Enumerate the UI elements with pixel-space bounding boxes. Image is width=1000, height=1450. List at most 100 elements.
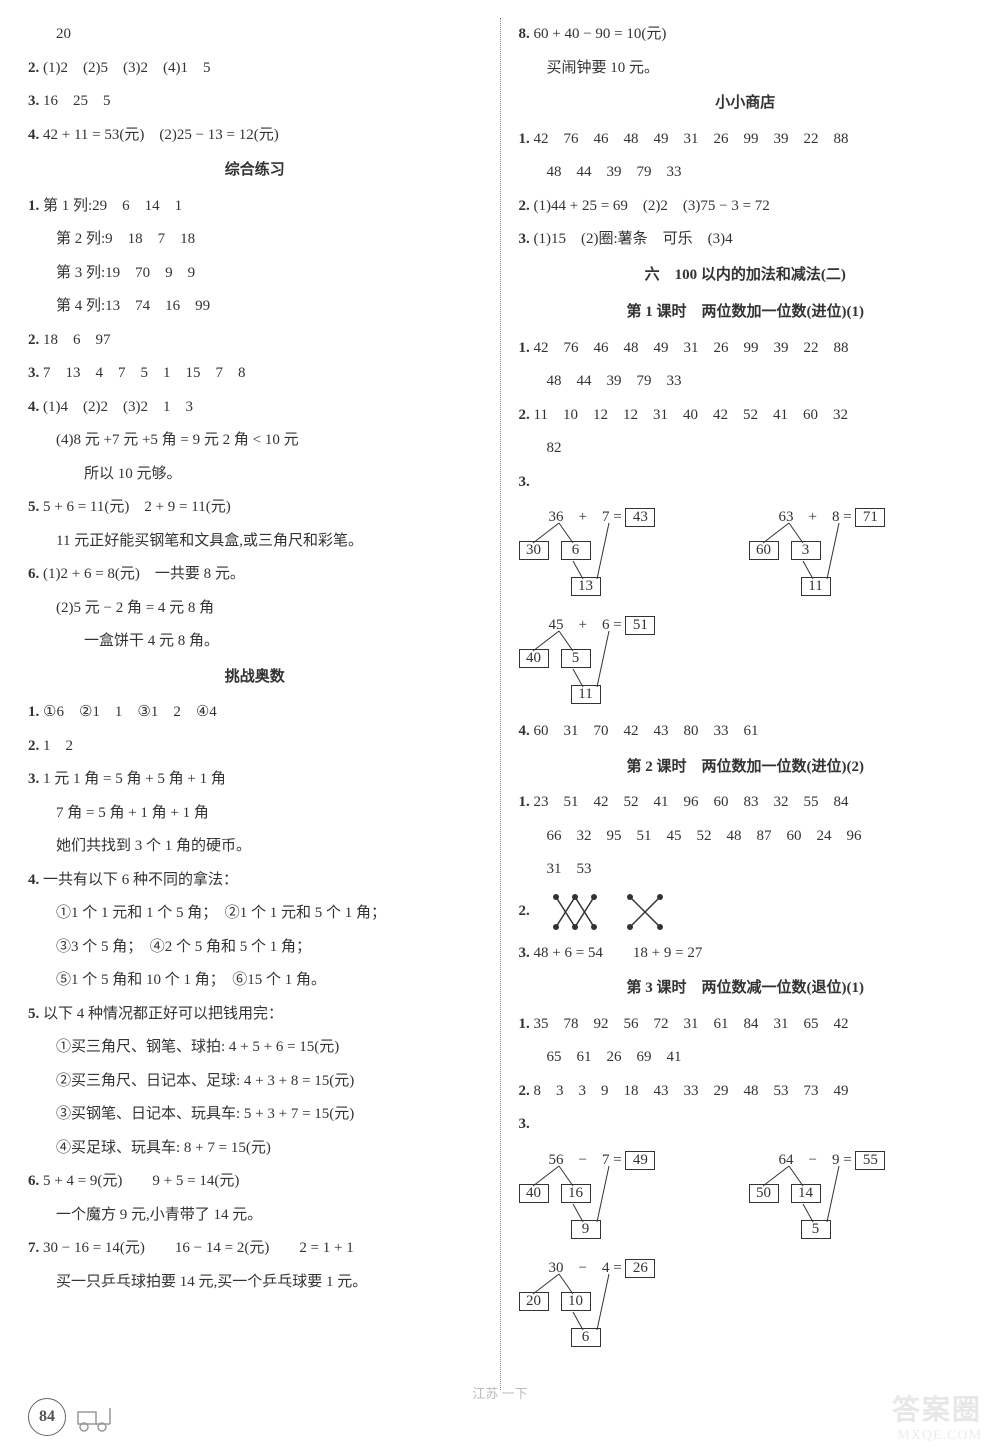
item-number: 3.: [519, 945, 530, 961]
item-text: 42 76 46 48 49 31 26 99 39 22 88: [530, 340, 849, 356]
text-line: 2. (1)44 + 25 = 69 (2)2 (3)75 − 3 = 72: [519, 190, 973, 224]
item-text: 48 + 6 = 54 18 + 9 = 27: [530, 945, 703, 961]
text-line: 1. 42 76 46 48 49 31 26 99 39 22 88: [519, 123, 973, 157]
text-line: ①买三角尺、钢笔、球拍: 4 + 5 + 6 = 15(元): [28, 1031, 482, 1065]
text-line: 2. 1 2: [28, 730, 482, 764]
item-text: 60 31 70 42 43 80 33 61: [530, 723, 759, 739]
text-line: 3.: [519, 1108, 973, 1142]
item-text: 一共有以下 6 种不同的拿法：: [39, 872, 238, 888]
text-line: 4. (1)4 (2)2 (3)2 1 3: [28, 391, 482, 425]
item-text: (1)44 + 25 = 69 (2)2 (3)75 − 3 = 72: [530, 198, 770, 214]
text-line: (4)8 元 +7 元 +5 角 = 9 元 2 角 < 10 元: [28, 424, 482, 458]
split-diagram: 56 − 7 = 4940169: [519, 1148, 689, 1248]
item-number: 2.: [519, 407, 530, 423]
bottom-faint-text: 江苏 一下: [0, 1383, 1000, 1402]
diagram-row: 45 + 6 = 5140511: [519, 607, 973, 715]
text-line: 6. (1)2 + 6 = 8(元) 一共要 8 元。: [28, 558, 482, 592]
text-line: 第 2 列:9 18 7 18: [28, 223, 482, 257]
section-heading: 第 1 课时 两位数加一位数(进位)(1): [519, 294, 973, 332]
item-text: (1)2 + 6 = 8(元) 一共要 8 元。: [39, 566, 245, 582]
cross-icon: [620, 891, 670, 933]
section-heading: 第 3 课时 两位数减一位数(退位)(1): [519, 970, 973, 1008]
text-line: 所以 10 元够。: [28, 458, 482, 492]
section-heading: 挑战奥数: [28, 659, 482, 697]
text-line: 1. ①6 ②1 1 ③1 2 ④4: [28, 696, 482, 730]
text-line: ③买钢笔、日记本、玩具车: 5 + 3 + 7 = 15(元): [28, 1098, 482, 1132]
text-line: ②买三角尺、日记本、足球: 4 + 3 + 8 = 15(元): [28, 1065, 482, 1099]
text-line: 11 元正好能买钢笔和文具盒,或三角尺和彩笔。: [28, 525, 482, 559]
item-number: 1.: [519, 131, 530, 147]
item-text: (1)4 (2)2 (3)2 1 3: [39, 399, 193, 415]
item-text: (1)15 (2)圈:薯条 可乐 (3)4: [530, 231, 733, 247]
text-line: 1. 23 51 42 52 41 96 60 83 32 55 84: [519, 786, 973, 820]
split-diagram: 63 + 8 = 7160311: [749, 505, 919, 605]
item-number: 5.: [28, 499, 39, 515]
item-text: 16 25 5: [39, 93, 110, 109]
item-text: 7 13 4 7 5 1 15 7 8: [39, 365, 245, 381]
item-text: 23 51 42 52 41 96 60 83 32 55 84: [530, 794, 849, 810]
item-number: 4.: [519, 723, 530, 739]
item-number: 2.: [519, 1083, 530, 1099]
page-root: 20 2. (1)2 (2)5 (3)2 (4)1 5 3. 16 25 5 4…: [0, 0, 1000, 1450]
watermark-text: 答案圈: [892, 1388, 982, 1428]
text-line: 3. 1 元 1 角 = 5 角 + 5 角 + 1 角: [28, 763, 482, 797]
text-line: 3. 16 25 5: [28, 85, 482, 119]
text-line: 1. 第 1 列:29 6 14 1: [28, 190, 482, 224]
diagram-row: 36 + 7 = 4330613 63 + 8 = 7160311: [519, 499, 973, 607]
text-line: 4. 一共有以下 6 种不同的拿法：: [28, 864, 482, 898]
text-line: 48 44 39 79 33: [519, 156, 973, 190]
item-number: 8.: [519, 26, 530, 42]
text-line: 一个魔方 9 元,小青带了 14 元。: [28, 1199, 482, 1233]
text-line: 她们共找到 3 个 1 角的硬币。: [28, 830, 482, 864]
text-line: ④买足球、玩具车: 8 + 7 = 15(元): [28, 1132, 482, 1166]
text-line: 20: [28, 18, 482, 52]
item-number: 3.: [28, 365, 39, 381]
forklift-icon: [74, 1402, 116, 1432]
item-number: 6.: [28, 1173, 39, 1189]
text-line: 2. (1)2 (2)5 (3)2 (4)1 5: [28, 52, 482, 86]
text-line: (2)5 元 − 2 角 = 4 元 8 角: [28, 592, 482, 626]
text-line: 5. 以下 4 种情况都正好可以把钱用完：: [28, 998, 482, 1032]
text-line: 48 44 39 79 33: [519, 365, 973, 399]
item-number: 1.: [28, 704, 39, 720]
item-text: 18 6 97: [39, 332, 110, 348]
item-text: 42 76 46 48 49 31 26 99 39 22 88: [530, 131, 849, 147]
text-line: 一盒饼干 4 元 8 角。: [28, 625, 482, 659]
text-line: 2. 8 3 3 9 18 43 33 29 48 53 73 49: [519, 1075, 973, 1109]
text-line: ③3 个 5 角； ④2 个 5 角和 5 个 1 角；: [28, 931, 482, 965]
item-number: 3.: [28, 93, 39, 109]
text-line: 1. 35 78 92 56 72 31 61 84 31 65 42: [519, 1008, 973, 1042]
text-line: 7 角 = 5 角 + 1 角 + 1 角: [28, 797, 482, 831]
item-number: 1.: [519, 1016, 530, 1032]
item-number: 3.: [519, 1116, 530, 1132]
item-text: ①6 ②1 1 ③1 2 ④4: [39, 704, 217, 720]
text-line: 第 3 列:19 70 9 9: [28, 257, 482, 291]
text-line: 8. 60 + 40 − 90 = 10(元): [519, 18, 973, 52]
item-number: 2.: [519, 903, 530, 920]
item-text: 1 元 1 角 = 5 角 + 5 角 + 1 角: [39, 771, 226, 787]
section-heading: 综合练习: [28, 152, 482, 190]
text-line: 买一只乒乓球拍要 14 元,买一个乒乓球要 1 元。: [28, 1266, 482, 1300]
item-text: 1 2: [39, 738, 73, 754]
text-line: 第 4 列:13 74 16 99: [28, 290, 482, 324]
text-line: 3. (1)15 (2)圈:薯条 可乐 (3)4: [519, 223, 973, 257]
page-number: 84: [28, 1398, 66, 1436]
item-number: 1.: [519, 340, 530, 356]
item-text: 35 78 92 56 72 31 61 84 31 65 42: [530, 1016, 849, 1032]
item-text: 11 10 12 12 31 40 42 52 41 60 32: [530, 407, 848, 423]
item-number: 2.: [28, 332, 39, 348]
item-text: 30 − 16 = 14(元) 16 − 14 = 2(元) 2 = 1 + 1: [39, 1240, 354, 1256]
left-column: 20 2. (1)2 (2)5 (3)2 (4)1 5 3. 16 25 5 4…: [28, 18, 500, 1390]
watermark-sub: MXQE.COM: [897, 1428, 982, 1444]
item-number: 2.: [519, 198, 530, 214]
item-number: 4.: [28, 872, 39, 888]
diagram-row: 30 − 4 = 2620106: [519, 1250, 973, 1358]
item-text: (1)2 (2)5 (3)2 (4)1 5: [39, 60, 210, 76]
page-footer: 84: [28, 1398, 116, 1436]
section-heading: 六 100 以内的加法和减法(二): [519, 257, 973, 295]
text-line: 3. 7 13 4 7 5 1 15 7 8: [28, 357, 482, 391]
text-line: 3. 48 + 6 = 54 18 + 9 = 27: [519, 937, 973, 971]
item-number: 7.: [28, 1240, 39, 1256]
text-line: ①1 个 1 元和 1 个 5 角； ②1 个 1 元和 5 个 1 角；: [28, 897, 482, 931]
text-line: 6. 5 + 4 = 9(元) 9 + 5 = 14(元): [28, 1165, 482, 1199]
